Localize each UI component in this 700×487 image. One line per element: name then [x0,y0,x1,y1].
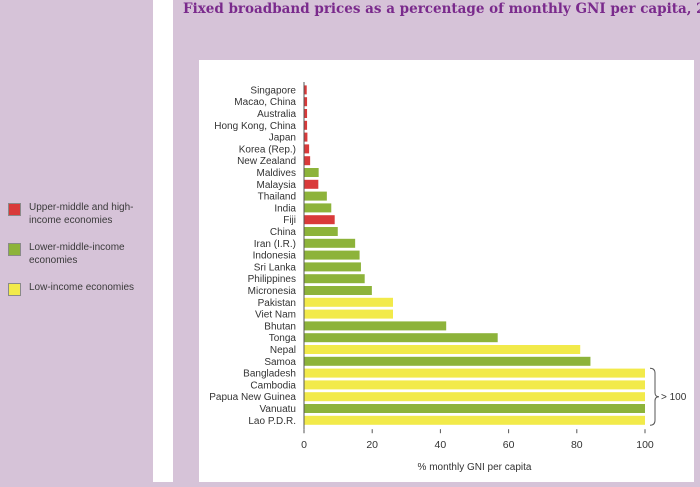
category-label: Maldives [257,168,296,179]
bar-macao-china [304,97,308,107]
category-label: Australia [257,109,296,120]
x-tick-label: 20 [366,439,378,451]
panel-gap [153,0,173,482]
bar-micronesia [304,286,372,295]
category-label: Nepal [270,345,296,356]
category-label: Papua New Guinea [209,392,296,403]
category-label: Lao P.D.R. [248,416,296,427]
bar-vanuatu [304,404,645,413]
x-tick-label: 100 [636,439,654,451]
overflow-label: > 100 [661,392,687,403]
category-label: Bangladesh [243,369,296,380]
bar-japan [304,132,308,142]
x-tick-label: 40 [435,439,447,451]
bar-china [304,227,338,236]
bar-cambodia [304,380,645,390]
x-tick-label: 80 [571,439,583,451]
category-label: New Zealand [237,156,296,167]
legend-item-upper: Upper-middle and high-income economies [8,201,153,241]
bar-tonga [304,333,498,343]
category-label: India [274,203,296,214]
bar-philippines [304,274,365,284]
category-label: Philippines [248,274,296,285]
category-label: China [270,227,297,238]
category-label: Malaysia [257,180,297,191]
legend-item-lower: Lower-middle-income economies [8,241,153,281]
bar-samoa [304,356,591,366]
category-label: Cambodia [250,380,296,391]
category-label: Viet Nam [255,310,296,321]
bar-bhutan [304,321,447,331]
legend-label-lower: Lower-middle-income economies [29,242,125,266]
legend-label-upper: Upper-middle and high-income economies [29,202,134,226]
bar-nepal [304,345,581,354]
category-label: Hong Kong, China [214,121,296,132]
bar-indonesia [304,250,360,260]
bar-singapore [304,85,307,95]
legend-swatch-upper [8,203,21,216]
legend: Upper-middle and high-income economies L… [8,201,153,321]
legend-label-low: Low-income economies [29,282,135,293]
bar-fiji [304,215,335,225]
bar-sri-lanka [304,262,361,272]
category-label: Sri Lanka [254,262,297,273]
category-label: Micronesia [248,286,297,297]
category-label: Japan [269,133,296,144]
category-label: Samoa [264,357,296,368]
chart-title: Fixed broadband prices as a percentage o… [183,1,700,17]
x-tick-label: 0 [301,439,307,451]
bar-korea-rep [304,144,310,154]
category-label: Thailand [258,192,296,203]
bar-papua-new-guinea [304,392,645,402]
bar-australia [304,109,308,118]
overflow-bracket [649,367,660,426]
legend-swatch-low [8,283,21,296]
chart-area: Singapore Macao, China Australia Hong Kong,… [199,60,694,482]
bar-india [304,203,332,213]
bar-malaysia [304,179,319,189]
bar-hong-kong-china [304,120,308,130]
legend-item-low: Low-income economies [8,281,153,321]
category-label: Bhutan [264,321,296,332]
category-label: Fiji [283,215,296,226]
bar-viet-nam [304,309,394,319]
legend-swatch-lower [8,243,21,256]
bar-iran-i-r [304,238,356,248]
bar-bangladesh [304,368,645,378]
category-label: Indonesia [253,251,297,262]
x-axis-label: % monthly GNI per capita [418,462,532,473]
bar-lao-p-d-r [304,415,645,425]
x-tick-label: 60 [503,439,515,451]
category-label: Korea (Rep.) [239,144,296,155]
bar-new-zealand [304,156,311,166]
category-label: Singapore [250,85,296,96]
category-label: Iran (I.R.) [254,239,296,250]
category-label: Vanuatu [259,404,296,415]
bar-pakistan [304,297,394,307]
bar-thailand [304,191,327,201]
category-label: Tonga [269,333,297,344]
left-panel [0,0,153,482]
category-label: Macao, China [234,97,296,108]
category-label: Pakistan [258,298,296,309]
bar-maldives [304,168,319,177]
